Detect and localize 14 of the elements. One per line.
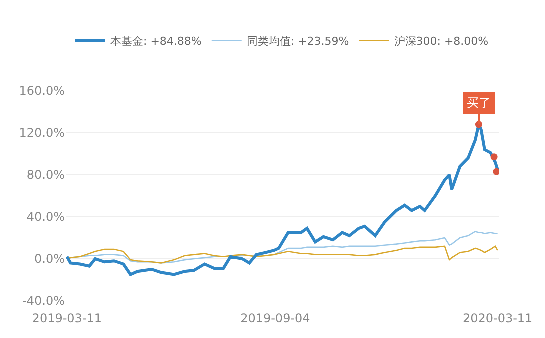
legend-label: 沪深300: +8.00% xyxy=(394,34,489,48)
legend-label: 本基金: +84.88% xyxy=(110,34,202,48)
annotation: 买了 xyxy=(467,96,491,110)
y-tick-label: -40.0% xyxy=(22,294,65,308)
legend-label: 同类均值: +23.59% xyxy=(246,34,350,48)
y-tick-label: 40.0% xyxy=(26,210,65,224)
line-series xyxy=(66,246,498,264)
y-tick-label: 160.0% xyxy=(19,84,65,98)
y-tick-label: 80.0% xyxy=(26,168,65,182)
y-tick-label: 120.0% xyxy=(19,126,65,140)
x-tick-label: 2019-09-04 xyxy=(240,311,310,326)
x-tick-label: 2020-03-11 xyxy=(462,311,533,326)
y-tick-label: 0.0% xyxy=(34,252,65,266)
x-tick-label: 2019-03-11 xyxy=(32,311,102,326)
